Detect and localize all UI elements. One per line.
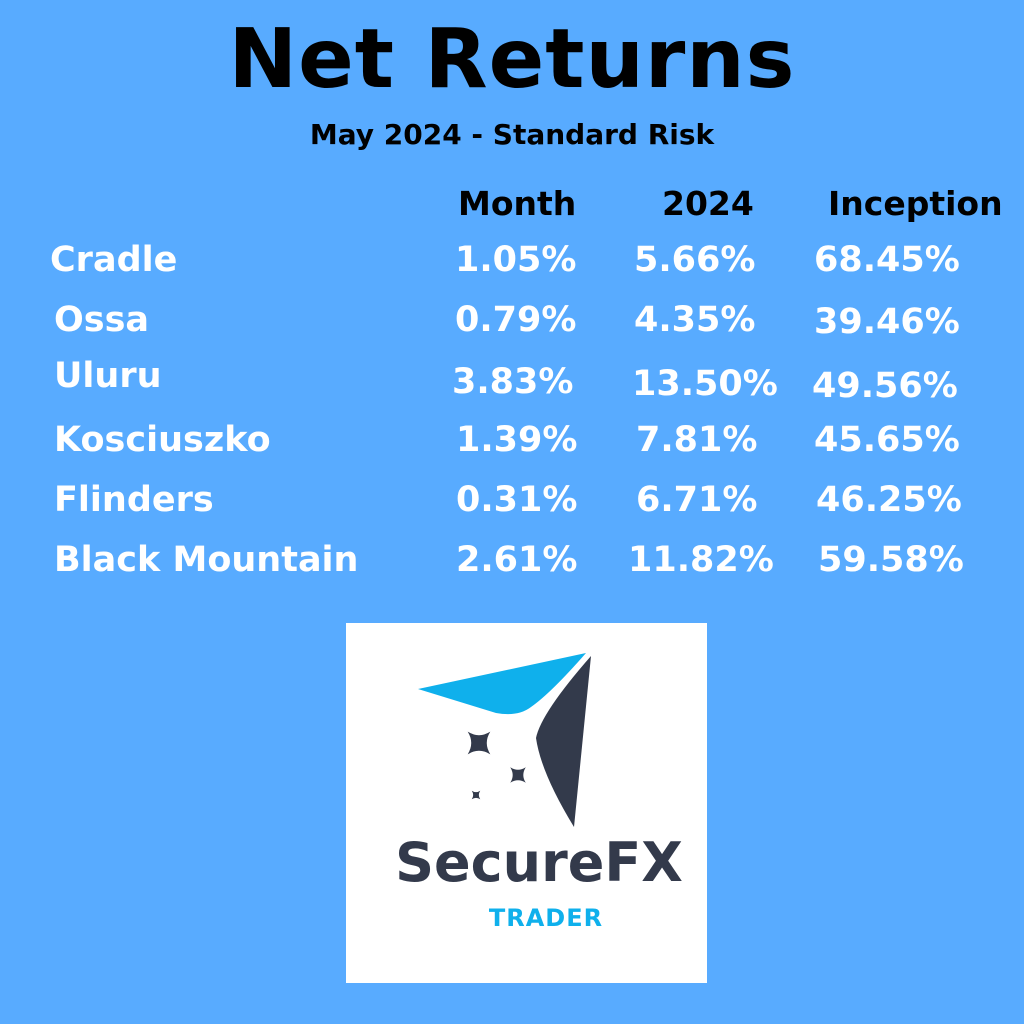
table-cell: 13.50% bbox=[632, 364, 778, 404]
row-label: Kosciuszko bbox=[54, 420, 271, 460]
logo-star-icon bbox=[510, 767, 526, 783]
table-cell: 49.56% bbox=[812, 366, 958, 406]
table-cell: 11.82% bbox=[628, 540, 774, 580]
row-label: Flinders bbox=[54, 480, 214, 520]
logo-star-icon bbox=[471, 790, 481, 800]
table-cell: 5.66% bbox=[634, 240, 756, 280]
row-label: Uluru bbox=[54, 356, 162, 396]
table-cell: 45.65% bbox=[814, 420, 960, 460]
table-cell: 6.71% bbox=[636, 480, 758, 520]
page-title: Net Returns bbox=[228, 12, 796, 107]
table-cell: 3.83% bbox=[452, 362, 574, 402]
column-header-2024: 2024 bbox=[662, 184, 754, 223]
logo-name: SecureFX bbox=[395, 831, 683, 894]
table-cell: 7.81% bbox=[636, 420, 758, 460]
table-cell: 1.39% bbox=[456, 420, 578, 460]
row-label: Ossa bbox=[54, 300, 150, 340]
securefx-trader-logo: SecureFX TRADER bbox=[346, 623, 707, 983]
logo-wing-icon bbox=[418, 653, 586, 715]
table-cell: 59.58% bbox=[818, 540, 964, 580]
column-header-inception: Inception bbox=[828, 184, 1003, 223]
row-label: Black Mountain bbox=[54, 540, 359, 580]
logo-star-icon bbox=[467, 731, 491, 755]
row-label: Cradle bbox=[50, 240, 178, 280]
table-cell: 2.61% bbox=[456, 540, 578, 580]
logo-sail-icon bbox=[536, 656, 591, 827]
table-cell: 46.25% bbox=[816, 480, 962, 520]
table-cell: 0.79% bbox=[455, 300, 577, 340]
logo-tagline: TRADER bbox=[489, 904, 603, 932]
table-cell: 68.45% bbox=[814, 240, 960, 280]
subtitle: May 2024 - Standard Risk bbox=[309, 118, 715, 151]
table-cell: 39.46% bbox=[814, 302, 960, 342]
column-header-month: Month bbox=[458, 184, 577, 223]
table-cell: 1.05% bbox=[455, 240, 577, 280]
table-cell: 4.35% bbox=[634, 300, 756, 340]
table-cell: 0.31% bbox=[456, 480, 578, 520]
